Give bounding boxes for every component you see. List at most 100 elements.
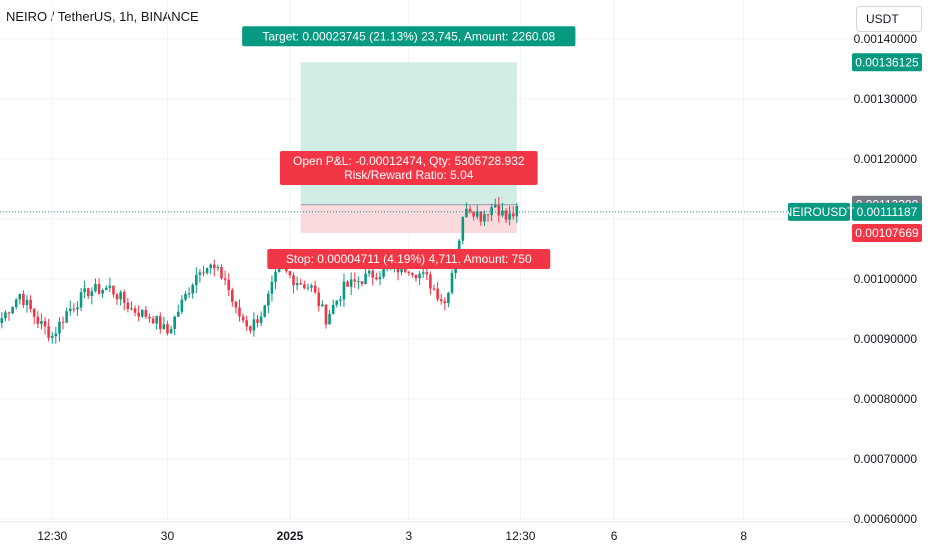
price-tag-label: 0.00136125: [855, 55, 919, 69]
candle-body: [292, 275, 295, 286]
candle-body: [501, 210, 504, 216]
candle-body: [209, 264, 212, 269]
price-tag-box: [852, 202, 922, 221]
candle-body: [7, 312, 11, 314]
time-axis[interactable]: 12:30 30 2025 3 12:30 6 8: [0, 521, 850, 543]
candle-body: [353, 279, 357, 282]
candle-body: [303, 284, 306, 289]
candle-body: [151, 318, 155, 324]
price-tick-label: 0.00060000: [854, 512, 918, 526]
candle-body: [378, 276, 382, 280]
candle-body: [414, 274, 418, 279]
candle-body: [231, 290, 234, 302]
candle-body: [58, 321, 61, 334]
candle-body: [367, 270, 371, 274]
candle-body: [47, 326, 50, 338]
time-tick-label: 2025: [277, 529, 304, 543]
candle-body: [295, 283, 299, 286]
candle-body: [54, 333, 58, 337]
candle-body: [0, 318, 4, 323]
candle-body: [508, 213, 511, 220]
candle-body: [364, 273, 367, 284]
candle-body: [205, 268, 209, 273]
price-tag-box: [852, 223, 922, 242]
target-label: Target: 0.00023745 (21.13%) 23,745, Amou…: [262, 29, 555, 43]
candle-body: [461, 217, 465, 241]
candle-body: [504, 210, 508, 220]
candle-body: [140, 309, 144, 317]
candle-body: [220, 266, 223, 279]
candle-body: [324, 304, 328, 325]
risk-reward-label: Risk/Reward Ratio: 5.04: [344, 168, 474, 182]
candle-body: [375, 277, 378, 280]
price-tick-label: 0.00140000: [854, 32, 918, 46]
candle-body: [223, 278, 227, 280]
time-tick-label: 8: [740, 529, 747, 543]
candle-body: [382, 268, 385, 277]
candle-body: [475, 211, 479, 217]
candle-body: [86, 288, 90, 297]
candle-body: [328, 313, 331, 325]
candle-body: [418, 273, 421, 279]
candle-body: [97, 283, 101, 294]
position-labels: Target: 0.00023745 (21.13%) 23,745, Amou…: [242, 26, 576, 269]
candle-body: [216, 266, 220, 269]
price-tag-label: 0.00107669: [855, 226, 919, 240]
candle-body: [360, 281, 364, 284]
candle-body: [79, 292, 83, 308]
candle-body: [407, 271, 411, 274]
candle-body: [180, 299, 184, 312]
candle-body: [11, 306, 14, 314]
candle-body: [122, 292, 126, 303]
candle-body: [40, 321, 43, 324]
time-tick-label: 12:30: [37, 529, 67, 543]
candle-body: [227, 279, 231, 291]
candle-body: [50, 336, 54, 338]
candle-body: [263, 305, 267, 317]
candle-body: [133, 308, 137, 313]
candle-body: [288, 271, 292, 276]
candle-body: [173, 316, 176, 329]
candle-body: [126, 302, 130, 310]
candle-body: [202, 272, 205, 274]
candle-body: [331, 304, 335, 314]
long-position-tool[interactable]: [300, 62, 517, 233]
candle-body: [101, 290, 104, 294]
candle-body: [155, 316, 158, 324]
price-axis[interactable]: 0.00140000 0.00130000 0.00120000 0.00100000…: [784, 32, 922, 526]
candle-body: [349, 279, 353, 287]
candle-body: [267, 293, 270, 306]
candle-body: [238, 307, 241, 317]
symbol-tag-label: NEIROUSDT: [784, 205, 855, 219]
candle-body: [76, 307, 79, 310]
candle-body: [472, 211, 475, 217]
candle-body: [490, 207, 493, 216]
candle-body: [371, 270, 375, 278]
currency-button[interactable]: USDT: [856, 6, 922, 32]
candle-body: [342, 281, 346, 300]
candle-body: [36, 316, 40, 324]
candle-body: [68, 308, 72, 312]
candle-body: [119, 292, 122, 300]
price-tick-label: 0.00100000: [854, 272, 918, 286]
candle-body: [450, 272, 454, 293]
candle-body: [158, 316, 162, 329]
candle-body: [493, 205, 497, 208]
candle-body: [447, 292, 450, 304]
candle-body: [241, 316, 245, 321]
price-tag-box: [852, 53, 922, 72]
target-label-box: [242, 26, 576, 47]
candle-body: [299, 283, 303, 285]
candle-body: [14, 299, 18, 307]
candle-body: [479, 211, 483, 222]
candle-body: [18, 293, 22, 300]
candle-body: [310, 285, 313, 288]
candle-body: [465, 208, 468, 218]
candle-body: [270, 281, 274, 294]
candle-body: [176, 311, 180, 317]
candle-body: [468, 208, 472, 212]
candle-body: [144, 309, 148, 317]
candle-body: [166, 324, 169, 334]
time-tick-label: 6: [611, 529, 618, 543]
